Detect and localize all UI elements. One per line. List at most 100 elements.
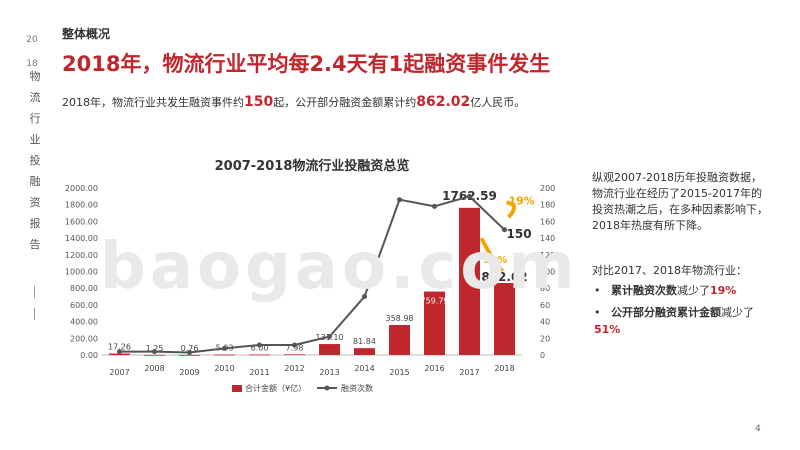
y-left-tick-label: 1200.00 <box>65 251 98 260</box>
section-label: 整体概况 <box>62 27 111 41</box>
y-left-tick-label: 800.00 <box>70 284 98 293</box>
bar-data-label: 0.76 <box>181 344 199 353</box>
y-left-tick-label: 600.00 <box>70 301 98 310</box>
bar-amount <box>389 325 410 355</box>
bullet-amount-value: 51% <box>594 323 621 336</box>
bar-amount <box>214 354 235 356</box>
y-left-tick-label: 400.00 <box>70 318 98 327</box>
bar-amount <box>354 348 375 355</box>
intro-amount: 862.02 <box>416 94 471 110</box>
y-left-tick-label: 200.00 <box>70 334 98 343</box>
y-right-tick-label: 60 <box>540 301 550 310</box>
decline-arrow-amount <box>479 237 505 273</box>
sidebar-title-char: 流 <box>29 91 41 104</box>
page-headline: 2018年，物流行业平均每2.4天有1起融资事件发生 <box>62 52 551 76</box>
y-right-tick-label: 0 <box>540 351 545 360</box>
bar-data-label: 81.84 <box>353 337 376 346</box>
bar-data-label: 358.98 <box>386 314 414 323</box>
line-point <box>117 349 122 355</box>
line-point <box>362 294 367 300</box>
y-right-tick-label: 160 <box>540 217 555 226</box>
line-point <box>187 349 192 355</box>
bar-amount <box>249 354 270 356</box>
sidebar-year-bottom: 18 <box>26 59 38 69</box>
sidebar-year-top: 20 <box>26 35 38 45</box>
x-tick-label: 2009 <box>179 368 199 377</box>
chart-title: 2007-2018物流行业投融资总览 <box>215 158 410 174</box>
y-left-tick-label: 1600.00 <box>65 217 98 226</box>
line-point <box>292 342 297 348</box>
legend-label-amount: 合计金额（¥亿） <box>245 383 306 393</box>
bar-data-label: 7.98 <box>286 343 304 352</box>
x-tick-label: 2012 <box>284 364 304 373</box>
y-left-tick-label: 1800.00 <box>65 201 98 210</box>
analysis-paragraph: 纵观2007-2018历年投融资数据，物流行业在经历了2015-2017年的投资… <box>592 171 768 232</box>
line-point <box>222 345 227 351</box>
line-point <box>432 203 437 209</box>
sidebar-year: 20 18 <box>22 28 42 76</box>
x-tick-label: 2018 <box>494 364 514 373</box>
bullet-amount: • 公开部分融资累计金额减少了51% <box>594 306 754 336</box>
y-right-tick-label: 200 <box>540 184 555 193</box>
compare-label: 对比2017、2018年物流行业： <box>592 264 747 277</box>
sidebar-title-char: 业 <box>29 133 41 146</box>
page-number: 4 <box>755 424 761 434</box>
bar-data-label: 759.79 <box>421 297 449 306</box>
sidebar-title-char: 融 <box>29 175 41 188</box>
intro-text: 2018年，物流行业共发生融资事件约150起，公开部分融资金额累计约862.02… <box>62 94 525 110</box>
x-tick-label: 2015 <box>389 368 409 377</box>
bullet-count-value: 19% <box>709 284 737 297</box>
sidebar-divider <box>34 286 35 298</box>
legend-marker-count <box>324 385 330 391</box>
bar-amount <box>459 207 480 355</box>
y-left-tick-label: 1000.00 <box>65 268 98 277</box>
bar-data-label: 862.02 <box>481 270 527 284</box>
bar-data-label: 6.00 <box>251 343 269 352</box>
bullet-amount-label: 公开部分融资累计金额 <box>610 306 721 319</box>
line-point <box>257 342 262 348</box>
sidebar-title-char: 报 <box>29 217 41 230</box>
bar-amount <box>284 354 305 356</box>
bar-data-label: 17.26 <box>108 343 131 352</box>
line-point <box>467 193 472 199</box>
x-tick-label: 2017 <box>459 368 479 377</box>
intro-part: 2018年，物流行业共发生融资事件约 <box>62 96 244 109</box>
bar-amount <box>144 354 165 356</box>
annotation-amount-decline: 51% <box>484 255 508 266</box>
legend-swatch-amount <box>232 385 242 392</box>
sidebar-report-title: 物 流 行 业 投 融 资 报 告 <box>28 66 42 255</box>
bar-amount <box>424 291 445 355</box>
bullet-count: • 累计融资次数减少了19% <box>594 284 737 297</box>
bar-amount <box>494 283 515 355</box>
line-point <box>152 349 157 355</box>
line-point <box>327 334 332 340</box>
x-tick-label: 2014 <box>354 364 374 373</box>
y-left-tick-label: 1400.00 <box>65 234 98 243</box>
legend-label-count: 融资次数 <box>341 383 373 393</box>
line-point <box>502 227 507 233</box>
line-data-label: 150 <box>507 227 532 241</box>
x-tick-label: 2010 <box>214 364 234 373</box>
bar-amount <box>179 354 200 356</box>
y-left-tick-label: 2000.00 <box>65 184 98 193</box>
line-financing-count <box>119 195 506 354</box>
annotation-count-decline: 19% <box>509 194 535 207</box>
bar-amount <box>109 353 130 355</box>
sidebar-title-char: 行 <box>29 112 41 125</box>
y-right-tick-label: 40 <box>540 318 550 327</box>
bullet-count-label: 累计融资次数 <box>610 284 677 297</box>
y-right-tick-label: 120 <box>540 251 555 260</box>
sidebar-divider <box>34 308 35 320</box>
bar-data-label: 1.25 <box>146 344 164 353</box>
y-left-tick-label: 0.00 <box>80 351 98 360</box>
sidebar-title-char: 物 <box>29 70 41 83</box>
intro-count: 150 <box>244 94 274 110</box>
bullet-amount-text: 减少了 <box>720 306 754 319</box>
y-right-tick-label: 180 <box>540 201 555 210</box>
intro-part: 起，公开部分融资金额累计约 <box>273 96 417 109</box>
x-tick-label: 2016 <box>424 364 444 373</box>
x-tick-label: 2008 <box>144 364 164 373</box>
sidebar-title-char: 告 <box>29 238 41 251</box>
investment-chart: 2007-2018物流行业投融资总览 0.00 200.00 400.00 600.00… <box>65 158 555 393</box>
y-right-tick-label: 20 <box>540 334 550 343</box>
